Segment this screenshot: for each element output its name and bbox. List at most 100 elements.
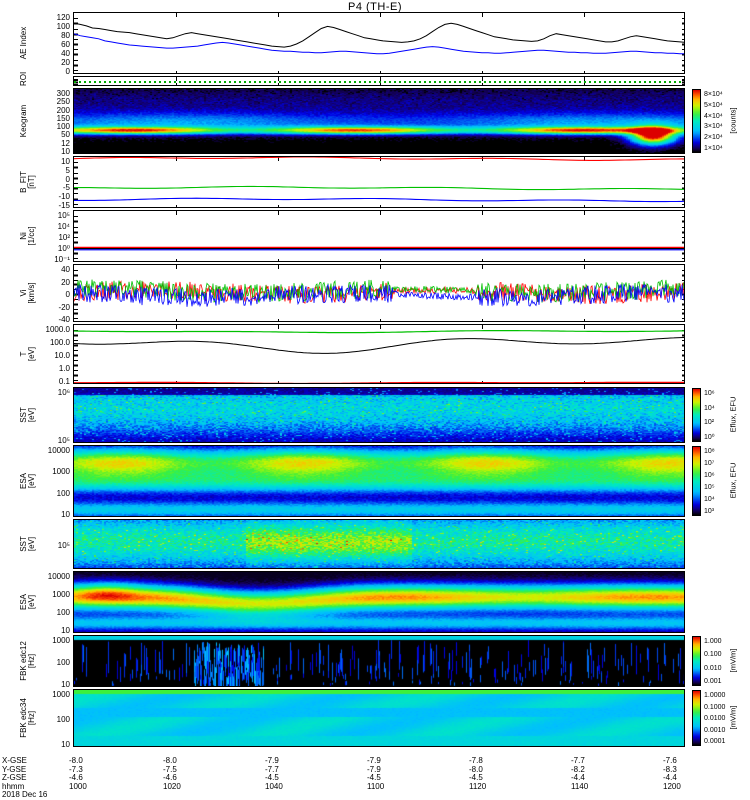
ytick-fbk-edc12-2: 10 [61, 680, 70, 689]
ytick-ni-density-3: 10⁰ [57, 244, 70, 253]
colorbar-tick-keogram-0: 8×10⁴ [704, 91, 723, 98]
temperature-series-1 [74, 336, 684, 354]
spectrogram-canvas [74, 636, 684, 686]
colorbar-keogram [692, 89, 701, 153]
ephemeris-y-1020: -7.5 [163, 764, 177, 774]
panel-ae-index [73, 12, 685, 74]
colorbar-tick-sst-electron-2: 10² [704, 419, 715, 427]
ytick-esa-ion-3: 10 [61, 626, 70, 635]
ephemeris-row-label-1: Y-GSE [2, 764, 27, 774]
axis-ticks-b-fit [74, 157, 684, 207]
ytick-vi-velocity-1: 20 [61, 277, 70, 287]
spectrogram-canvas [74, 388, 684, 442]
ytick-b-fit-4: -10 [58, 192, 70, 202]
ytick-keogram-0: 300 [56, 89, 70, 98]
panel-fbk-edc34 [73, 689, 685, 747]
ytick-ni-density-0: 10⁵ [57, 211, 70, 220]
ytick-temperature-4: 0.1 [58, 377, 70, 386]
bfit-series-Bz [74, 157, 684, 161]
ephemeris-time-1020: 1020 [163, 781, 181, 791]
ytick-fbk-edc34-2: 10 [61, 740, 70, 749]
ephemeris-x-1040: -7.9 [265, 756, 279, 765]
ephemeris-x-1100: -7.9 [367, 756, 381, 765]
colorbar-tick-fbk-edc34-1: 0.1000 [704, 703, 726, 711]
ytick-b-fit-1: 5 [65, 165, 70, 175]
ytick-ni-density-2: 10² [58, 233, 70, 242]
colorbar-tick-sst-electron-1: 10⁴ [704, 404, 715, 412]
ytick-esa-electron-0: 10000 [47, 446, 70, 455]
ytick-ae-index-0: 120 [56, 13, 70, 22]
ytick-temperature-0: 1000.0 [45, 325, 70, 334]
colorbar-tick-esa-electron-2: 10⁶ [704, 472, 715, 479]
ephemeris-y-1040: -7.7 [265, 764, 279, 774]
colorbar-tick-fbk-edc12-0: 1.000 [704, 638, 722, 645]
colorbar-fbk-edc34 [692, 690, 701, 746]
ae-series-0 [74, 33, 684, 55]
ephemeris-x-1000: -8.0 [69, 756, 83, 765]
ytick-keogram-2: 200 [56, 105, 70, 115]
ytick-ae-index-3: 60 [61, 40, 70, 49]
ytick-keogram-7: 10 [61, 147, 70, 156]
ytick-keogram-5: 50 [61, 130, 70, 140]
ytick-esa-ion-2: 100 [56, 608, 70, 617]
ytick-ae-index-4: 40 [61, 49, 70, 58]
colorbar-tick-keogram-4: 2×10⁴ [704, 134, 723, 142]
panel-roi [73, 76, 685, 86]
ytick-sst-ion-0: 10⁵ [57, 541, 70, 550]
colorbar-tick-keogram-3: 3×10⁴ [704, 123, 723, 131]
ytick-b-fit-2: 0 [65, 174, 70, 184]
panel-keogram [73, 88, 685, 154]
ephemeris-time-1000: 1000 [69, 781, 87, 791]
density-traces [74, 246, 684, 251]
colorbar-sst-electron [692, 388, 701, 442]
ephemeris-row-label-2: Z-GSE [2, 773, 27, 783]
colorbar-tick-esa-electron-1: 10⁷ [704, 460, 715, 467]
ytick-temperature-2: 10.0 [54, 351, 70, 360]
ytick-fbk-edc34-1: 100 [56, 715, 70, 724]
panel-temperature [73, 324, 685, 384]
ytick-b-fit-3: -5 [62, 183, 70, 193]
ytick-vi-velocity-4: -40 [58, 315, 70, 324]
ytick-fbk-edc12-1: 100 [56, 658, 70, 667]
ytick-esa-electron-2: 100 [56, 488, 70, 498]
ytick-fbk-edc12-0: 1000 [52, 636, 70, 645]
ytick-keogram-1: 250 [56, 97, 70, 107]
colorbar-tick-keogram-2: 4×10⁴ [704, 112, 723, 120]
ytick-esa-electron-1: 1000 [52, 467, 70, 477]
ytick-ae-index-1: 100 [56, 22, 70, 31]
ephemeris-z-1100: -4.5 [367, 773, 381, 783]
panel-fbk-edc12 [73, 635, 685, 687]
ephemeris-z-1140: -4.4 [571, 773, 585, 783]
ephemeris-row-label-0: X-GSE [2, 756, 27, 765]
colorbar-label-fbk-edc12: [mV/m] [728, 648, 738, 673]
ephemeris-row-label-3: hhmm [2, 781, 25, 791]
ephemeris-time-1140: 1140 [571, 781, 589, 791]
colorbar-tick-fbk-edc34-4: 0.0001 [704, 738, 726, 745]
ytick-keogram-6: 12 [61, 138, 70, 148]
ytick-esa-ion-1: 1000 [52, 590, 70, 599]
colorbar-tick-fbk-edc34-3: 0.0010 [704, 726, 726, 734]
ephemeris-time-1200: 1200 [663, 781, 681, 791]
panel-sst-ion [73, 519, 685, 569]
ytick-temperature-3: 1.0 [58, 364, 70, 373]
colorbar-tick-fbk-edc34-2: 0.0100 [704, 715, 726, 722]
bfit-traces [74, 157, 684, 203]
colorbar-tick-sst-electron-3: 10⁰ [704, 434, 715, 441]
colorbar-esa-electron [692, 446, 701, 516]
spectrogram-canvas [74, 89, 684, 153]
ylabel-roi: ROI [19, 71, 28, 86]
ytick-ni-density-1: 10⁴ [57, 222, 70, 231]
ephemeris-x-1020: -8.0 [163, 756, 177, 765]
ytick-ae-index-5: 20 [61, 58, 70, 67]
ytick-vi-velocity-3: -20 [58, 302, 70, 312]
colorbar-tick-esa-electron-0: 10⁸ [704, 448, 715, 455]
ephemeris-z-1020: -4.6 [163, 773, 177, 783]
bfit-series-Bx [74, 197, 684, 203]
colorbar-label-sst-electron: Eflux, EFU [728, 396, 738, 433]
colorbar-label-fbk-edc34: [mV/m] [728, 705, 738, 730]
velocity-series-Vix [74, 283, 684, 308]
temperature-traces [74, 330, 684, 383]
spectrogram-canvas [74, 446, 684, 516]
ylabel-esa-electron: ESA [eV] [19, 473, 37, 490]
ephemeris-y-1100: -7.9 [367, 764, 381, 774]
